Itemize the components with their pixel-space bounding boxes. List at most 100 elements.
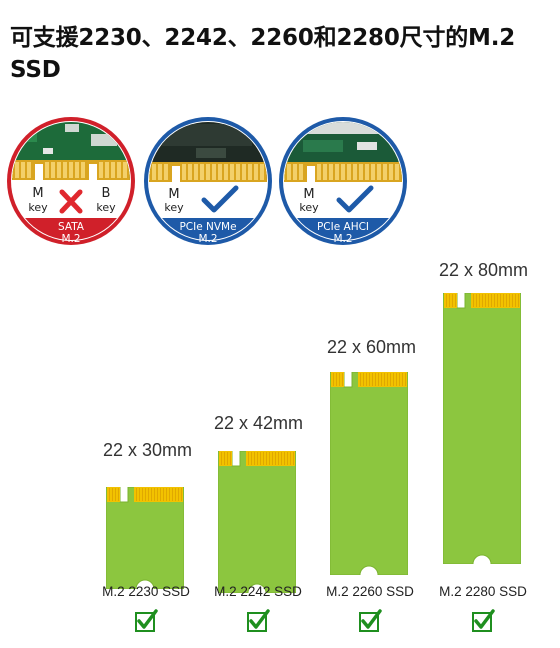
contact-pin [148,488,149,501]
check-mark [249,609,270,629]
contact-pin [118,488,119,501]
ssd-2260-supported-check-icon [358,609,382,633]
contact-pin [405,373,406,386]
contact-pin [230,452,231,465]
contact-pin [381,373,382,386]
contact-pin [452,294,453,307]
contact-pin [115,488,116,501]
contact-pin [172,488,173,501]
contact-pin [369,373,370,386]
check-box-graphic [247,609,270,632]
contact-pin [112,488,113,501]
ssd-2230-model: M.2 2230 SSD [102,584,190,599]
ssd-2242-model: M.2 2242 SSD [214,584,302,599]
contact-pin [178,488,179,501]
contact-pin [402,373,403,386]
ssd-2230-card [106,487,184,589]
check-box-graphic [135,609,158,632]
contact-pin [512,294,513,307]
contact-pin [278,452,279,465]
contact-pin [387,373,388,386]
pcb-board [330,372,408,575]
left-key-letter: M [303,187,314,202]
contact-pin [390,373,391,386]
contact-pin [221,452,222,465]
contact-pin [399,373,400,386]
m2-card-graphic [330,372,408,575]
ssd-2230-supported-check-icon [134,609,158,633]
contact-pin [263,452,264,465]
contact-pin [375,373,376,386]
contact-pin [157,488,158,501]
contact-pin [266,452,267,465]
ssd-2280-card [443,293,521,564]
pcie-nvme-m2-badge: M key PCIe NVMe M.2 [142,114,274,248]
contact-pin [136,488,137,501]
contact-pin [109,488,110,501]
contact-pin [372,373,373,386]
check-box-graphic [359,609,382,632]
contact-pin [476,294,477,307]
contact-pin [360,373,361,386]
contact-pin [494,294,495,307]
m2-card-graphic [218,451,296,593]
gold-contacts-long [134,487,183,502]
pcb-board [106,487,184,589]
contact-pin [142,488,143,501]
interface-form-factor: M.2 [198,233,217,245]
ssd-2280-size: 22 x 80mm [439,260,529,280]
compatible-check-icon [336,185,374,213]
gold-contacts-long [358,372,407,387]
contact-pin [446,294,447,307]
ssd-2280-model: M.2 2280 SSD [439,584,527,599]
contact-pin [366,373,367,386]
contact-pin [333,373,334,386]
contact-pin [455,294,456,307]
contact-pin [224,452,225,465]
contact-pin [154,488,155,501]
contact-pin [449,294,450,307]
interface-name: SATA [58,221,85,233]
left-key-letter: M [168,187,179,202]
pcie-ahci-m2-badge: M key PCIe AHCI M.2 [277,114,409,248]
ssd-2260-card [330,372,408,575]
ssd-2230-size: 22 x 30mm [103,440,193,460]
ssd-2242-size: 22 x 42mm [214,413,304,433]
contact-pin [160,488,161,501]
pcb-board [218,451,296,593]
contact-pin [175,488,176,501]
contact-pin [163,488,164,501]
gold-contacts-short [331,372,344,387]
check-mark [137,609,158,629]
check-box-graphic [472,609,495,632]
contact-pin [290,452,291,465]
ssd-2260-size: 22 x 60mm [327,337,417,357]
pcb-board [443,293,521,564]
contact-pin [342,373,343,386]
contact-pin [518,294,519,307]
contact-pin [293,452,294,465]
ssd-2260-model: M.2 2260 SSD [326,584,414,599]
incompatible-cross-icon [59,189,83,214]
ssd-2242-supported-check-icon [246,609,270,633]
right-key-caption: key [96,201,116,214]
contact-pin [506,294,507,307]
contact-pin [169,488,170,501]
contact-pin [251,452,252,465]
contact-pin [485,294,486,307]
left-key-caption: key [28,201,48,214]
contact-pin [260,452,261,465]
check-mark [474,609,495,629]
gold-contacts-short [444,293,457,308]
interface-name: PCIe NVMe [179,221,236,233]
contact-pin [166,488,167,501]
left-key-letter: M [32,186,43,201]
contact-pin [396,373,397,386]
left-key-caption: key [299,201,319,214]
contact-pin [515,294,516,307]
gold-contacts-short [219,451,232,466]
contact-pin [336,373,337,386]
contact-pin [272,452,273,465]
gold-contacts-long [246,451,295,466]
ssd-2280-supported-check-icon [471,609,495,633]
